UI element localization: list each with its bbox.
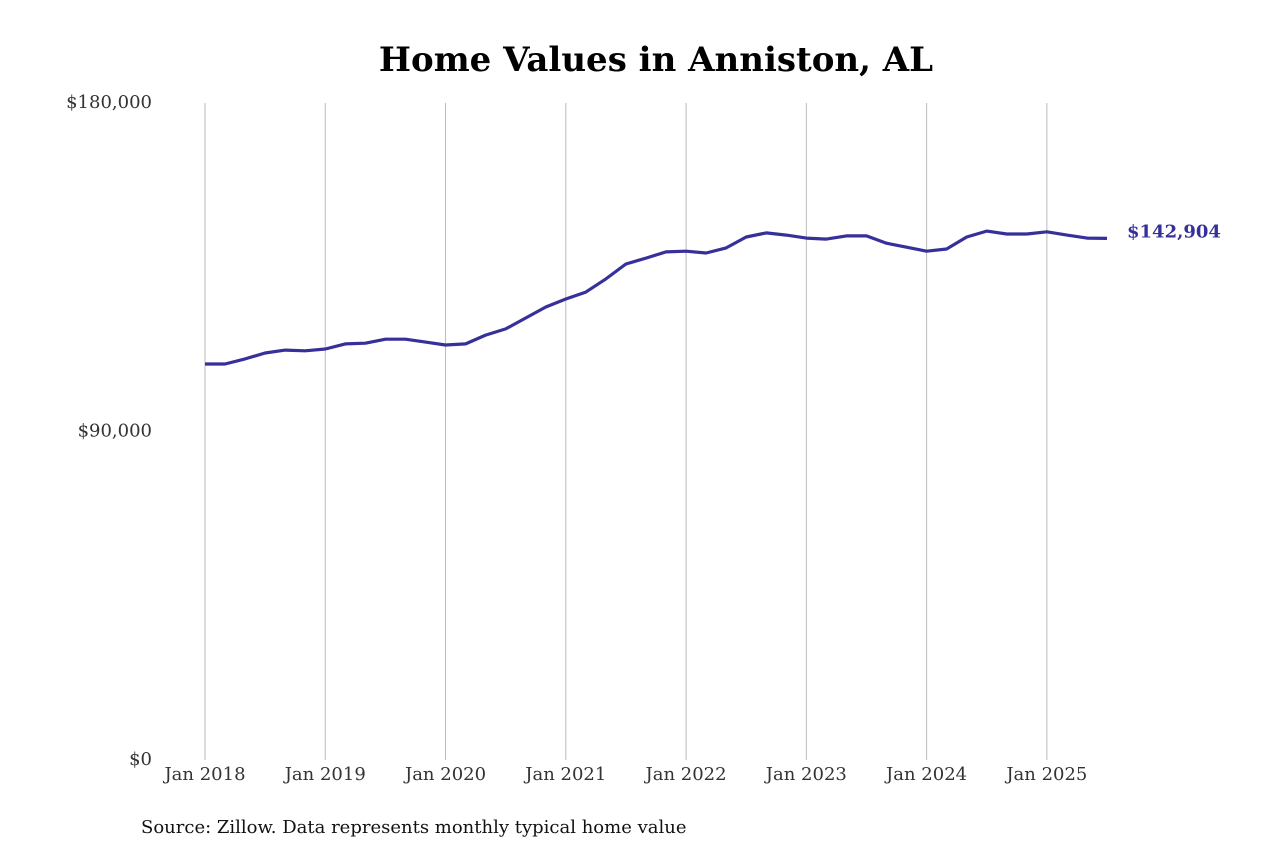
x-tick-label: Jan 2021 [523,764,606,785]
x-tick-label: Jan 2024 [884,764,967,785]
x-tick-label: Jan 2025 [1004,764,1087,785]
x-tick-label: Jan 2019 [283,764,366,785]
y-tick-label: $90,000 [78,421,152,442]
source-note: Source: Zillow. Data represents monthly … [141,817,687,838]
x-tick-label: Jan 2022 [644,764,727,785]
series-line [205,229,1108,366]
value-label: $142,904 [1127,221,1221,242]
y-tick-label: $180,000 [66,92,152,113]
x-tick-label: Jan 2018 [162,764,245,785]
x-tick-label: Jan 2023 [764,764,847,785]
y-tick-label: $0 [129,749,152,770]
chart-title: Home Values in Anniston, AL [379,40,933,80]
x-tick-label: Jan 2020 [403,764,486,785]
